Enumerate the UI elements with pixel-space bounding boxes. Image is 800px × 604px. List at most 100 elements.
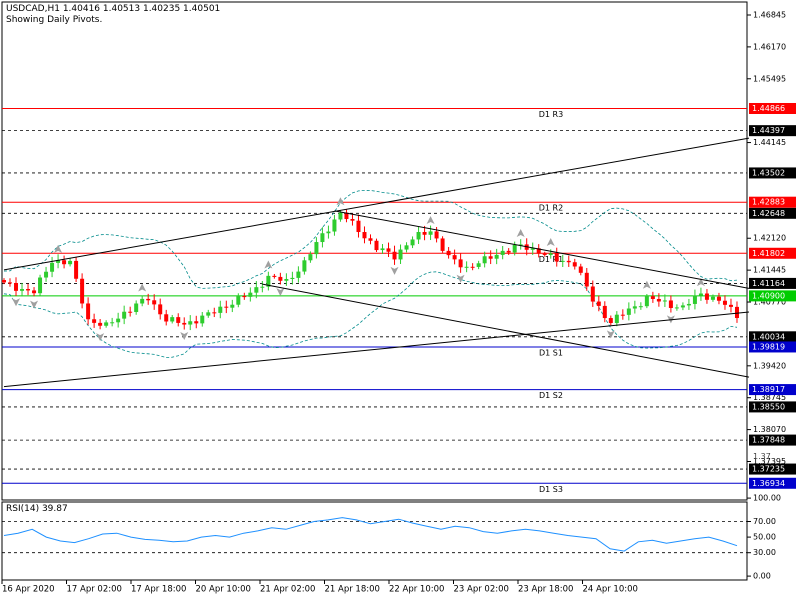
bear-candle [488,256,493,259]
bear-candle [278,276,283,281]
bull-candle [44,271,49,278]
dashed-level-label-box [749,331,796,343]
bear-candle [224,306,229,308]
trendline [3,137,750,271]
pivot-level-value: 1.44866 [752,104,785,113]
time-axis-label: 23 Apr 02:00 [454,585,509,595]
bull-candle [302,260,307,272]
bear-candle [362,232,367,239]
bear-candle [26,289,31,291]
bull-candle [50,262,55,272]
bull-candle [248,292,253,297]
bull-candle [674,307,679,309]
bull-candle [236,296,241,305]
price-axis-tick-label: 1.37395 [753,457,786,466]
up-fractal-marker [54,244,63,253]
up-fractal-marker [516,229,525,238]
bull-candle [494,254,499,259]
time-axis-label: 24 Apr 10:00 [583,585,638,595]
pivot-level-label-box [749,477,796,489]
bull-candle [662,300,667,302]
pivot-level-name: D1 R3 [539,110,563,119]
bear-candle [272,275,277,277]
bear-candle [80,278,85,304]
pivot-level-value: 1.40900 [752,291,785,300]
bear-candle [536,248,541,254]
time-axis-label: 17 Apr 02:00 [67,585,122,595]
bear-candle [458,259,463,268]
bear-candle [74,260,79,279]
bull-candle [290,277,295,279]
bull-candle [548,253,553,255]
price-axis-tick-label: 1.38745 [753,393,786,402]
bull-candle [134,303,139,313]
bull-candle [518,244,523,246]
bull-candle [116,318,121,323]
rsi-axis-tick-label: 70.00 [753,517,776,526]
symbol-header: USDCAD,H1 1.40416 1.40513 1.40235 1.4050… [6,4,221,14]
bear-candle [608,318,613,324]
down-fractal-marker [96,333,105,342]
bear-candle [728,304,733,307]
dashed-level-label-box [749,463,796,475]
up-fractal-marker [546,237,555,246]
dashed-level-label-box [749,207,796,219]
rsi-axis-tick-label: 30.00 [753,548,776,557]
time-axis-label: 16 Apr 2020 [2,585,55,595]
bear-candle [722,300,727,305]
price-axis-tick-label: 1.46170 [753,42,786,51]
dashed-level-label-box [749,401,796,413]
bull-candle [614,314,619,324]
bear-candle [194,321,199,324]
bear-candle [350,219,355,221]
dashed-level-label: 1.41164 [752,279,785,288]
bear-candle [158,304,163,315]
bull-candle [428,231,433,235]
bull-candle [380,248,385,251]
dashed-level-label: 1.42648 [752,209,785,218]
pivot-level-name: D1 R2 [539,204,563,213]
bear-candle [554,253,559,262]
price-axis-tick-label: 1.38070 [753,425,786,434]
pivot-level-value: 1.38917 [752,385,785,394]
bear-candle [542,253,547,255]
bull-candle [626,308,631,315]
bull-candle [464,266,469,268]
bull-candle [308,254,313,261]
up-fractal-marker [642,280,651,289]
price-axis-tick-label: 1.46845 [753,10,786,19]
pivot-level-label-box [749,384,796,396]
bull-candle [398,249,403,260]
dashed-level-label: 1.38550 [752,402,785,411]
down-fractal-marker [276,288,285,297]
bull-candle [416,231,421,240]
bear-candle [602,305,607,319]
bull-candle [710,296,715,300]
trendline [262,283,750,378]
bull-candle [644,296,649,307]
rsi-axis-tick-label: 50.00 [753,533,776,542]
bear-candle [620,314,625,316]
bull-candle [140,298,145,304]
down-fractal-marker [30,300,39,309]
dashed-level-label-box [749,125,796,137]
bull-candle [20,289,25,291]
bear-candle [368,238,373,241]
bear-candle [650,296,655,299]
bull-candle [332,219,337,232]
bull-candle [254,287,259,293]
bull-candle [110,322,115,324]
bear-candle [344,212,349,220]
bear-candle [668,300,673,308]
bull-candle [698,293,703,296]
price-axis-tick-fragment: 1.37 [753,452,771,461]
rsi-axis-tick-label: 100.00 [753,494,781,503]
dashed-level-label: 1.37848 [752,436,785,445]
pivot-level-label-box [749,102,796,114]
pivot-level-label-box [749,341,796,353]
bull-candle [482,256,487,264]
price-axis-tick-label: 1.42120 [753,234,786,243]
bull-candle [296,271,301,278]
bear-candle [506,250,511,253]
